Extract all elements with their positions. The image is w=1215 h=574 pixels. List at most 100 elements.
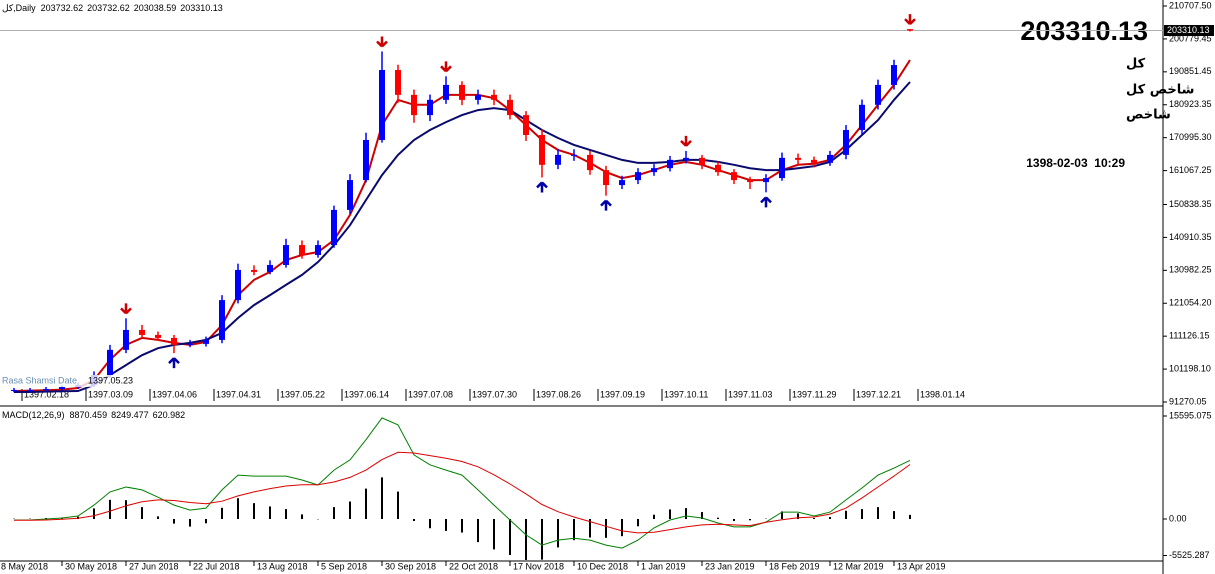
- indicator-box: [0, 375, 135, 387]
- candle-body: [683, 157, 689, 160]
- y-tick-label: 130982.25: [1169, 265, 1212, 275]
- moving-average: [14, 81, 911, 393]
- candle-body: [603, 170, 609, 186]
- candle-body: [619, 180, 625, 186]
- candle-body: [507, 99, 513, 116]
- x-tick-label: 5 Sep 2018: [321, 561, 367, 571]
- y-tick-label: 210707.50: [1169, 0, 1212, 10]
- candle-body: [763, 178, 769, 183]
- header-close: 203310.13: [180, 3, 223, 13]
- candle-body: [891, 65, 897, 85]
- header: کل,Daily 203732.62 203732.62 203038.59 20331…: [2, 3, 223, 13]
- candle-body: [827, 154, 833, 163]
- fractal-up: [168, 357, 180, 369]
- x-tick-label: 22 Oct 2018: [449, 561, 498, 571]
- x-tick-label: 1397.04.06: [152, 389, 197, 399]
- x-tick-label: 12 Mar 2019: [833, 561, 884, 571]
- y-tick-label: 111126.15: [1169, 331, 1210, 341]
- x-tick-label: 8 May 2018: [1, 561, 48, 571]
- candle-body: [875, 84, 881, 105]
- candle-body: [635, 172, 641, 181]
- candle-body: [491, 94, 497, 100]
- candle-body: [59, 386, 65, 389]
- macd-hist: 620.982: [153, 410, 186, 420]
- candle-body: [235, 269, 241, 301]
- header-high: 203732.62: [87, 3, 130, 13]
- indicator-label: Rasa Shamsi Date: [2, 375, 77, 385]
- y-tick-label: 161067.25: [1169, 165, 1212, 175]
- symbol-short: شاخص: [1126, 108, 1171, 123]
- candle-body: [427, 99, 433, 116]
- macd-signal: 8249.477: [111, 410, 149, 420]
- candle-body: [795, 157, 801, 160]
- candle-body: [699, 157, 705, 165]
- x-tick-label: 30 Sep 2018: [385, 561, 436, 571]
- candle-body: [219, 300, 225, 340]
- fractal-up: [760, 196, 772, 208]
- candle-body: [43, 388, 49, 390]
- y-tick-label: 0.00: [1169, 513, 1187, 523]
- fractal-down: [120, 303, 132, 315]
- x-tick-label: 1397.07.30: [472, 389, 517, 399]
- x-tick-label: 1397.07.08: [408, 389, 453, 399]
- current-price-label: 203310.13: [1167, 25, 1210, 35]
- y-tick-label: 101198.10: [1169, 363, 1211, 373]
- candle-body: [331, 209, 337, 246]
- x-tick-label: 1397.11.29: [792, 389, 836, 399]
- x-tick-label: 27 Jun 2018: [129, 561, 179, 571]
- x-tick-label: 1397.08.26: [536, 389, 581, 399]
- candle-body: [907, 29, 913, 31]
- candle-body: [475, 94, 481, 100]
- fractal-up: [600, 199, 612, 211]
- header-low: 203038.59: [134, 3, 177, 13]
- x-tick-label: 22 Jul 2018: [193, 561, 240, 571]
- candle-body: [347, 180, 353, 210]
- y-tick-label: 121054.20: [1169, 298, 1212, 308]
- x-tick-label: 1397.11.03: [728, 389, 772, 399]
- macd-title: MACD(12,26,9): [2, 410, 65, 420]
- header-symbol: کل,Daily: [2, 3, 36, 13]
- candle-body: [363, 139, 369, 181]
- y-tick-label: -5525.287: [1169, 550, 1210, 560]
- candle-body: [107, 349, 113, 376]
- candle-body: [155, 334, 161, 338]
- datetime: 1398-02-03 10:29: [1026, 156, 1125, 170]
- y-tick-label: 150838.35: [1169, 199, 1212, 209]
- y-tick-label: 170995.30: [1169, 132, 1212, 142]
- x-tick-label: 1 Jan 2019: [641, 561, 686, 571]
- candle-body: [203, 339, 209, 344]
- fractal-down: [680, 135, 692, 147]
- macd-line: [14, 451, 911, 534]
- candle-body: [459, 84, 465, 100]
- x-tick-label: 1397.12.21: [856, 389, 901, 399]
- candle-body: [187, 343, 193, 345]
- candle-body: [171, 337, 177, 345]
- candle-body: [283, 245, 289, 265]
- y-tick-label: 180923.35: [1169, 99, 1212, 109]
- candle-body: [587, 154, 593, 171]
- candle-body: [651, 168, 657, 173]
- x-tick-label: 1397.09.19: [600, 389, 645, 399]
- fractal-down: [440, 61, 452, 73]
- x-tick-label: 18 Feb 2019: [769, 561, 820, 571]
- x-tick-label: 17 Nov 2018: [513, 561, 564, 571]
- fractal-down: [376, 36, 388, 48]
- candle-body: [811, 159, 817, 163]
- y-tick-label: 91270.05: [1169, 396, 1207, 406]
- x-tick-label: 1397.05.22: [280, 389, 325, 399]
- candle-body: [523, 115, 529, 135]
- x-tick-label: 1397.06.14: [344, 389, 389, 399]
- candle-body: [123, 329, 129, 350]
- x-tick-label: 1397.10.11: [664, 389, 708, 399]
- y-tick-label: 140910.35: [1169, 232, 1212, 242]
- y-tick-label: 200779.45: [1169, 33, 1212, 43]
- candle-body: [139, 329, 145, 335]
- cursor-date: 1397.05.23: [88, 375, 133, 385]
- y-tick-label: 15595.075: [1169, 410, 1212, 420]
- current-price-box: [1164, 25, 1214, 37]
- candle-body: [267, 264, 273, 272]
- macd-header: MACD(12,26,9) 8870.459 8249.477 620.982: [2, 410, 185, 420]
